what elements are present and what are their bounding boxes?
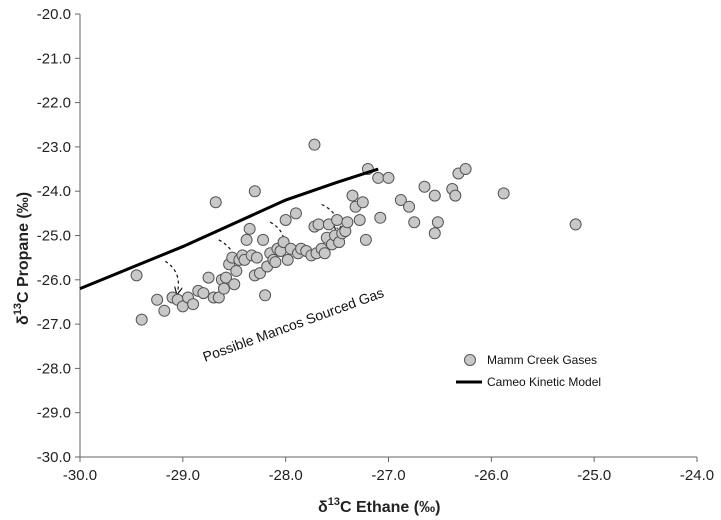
data-point [408,216,421,229]
data-point [382,171,395,184]
data-point [312,218,325,231]
data-point [318,247,331,260]
data-point [569,218,582,231]
annotation-arrow [321,203,338,228]
legend-label-cameo: Cameo Kinetic Model [487,375,601,389]
legend-marker-mamm-creek [464,354,476,366]
data-point [228,278,241,291]
model-line-group [79,167,379,291]
y-tick-label: -21.0 [37,50,71,67]
x-tick-label: -27.0 [371,467,405,484]
data-point [269,256,282,269]
y-tick-label: -22.0 [37,95,71,112]
y-axis-sup: 13 [12,303,24,315]
annotation-text: Possible Mancos Sourced Gas [201,284,386,365]
data-point [158,304,171,317]
x-tick-label: -29.0 [166,467,200,484]
data-point [197,287,210,300]
x-tick-label: -28.0 [269,467,303,484]
x-axis-sup: 13 [328,496,340,508]
x-tick-label: -24.0 [680,467,714,484]
y-tick-label: -26.0 [37,272,71,289]
data-point [151,293,164,306]
data-point [259,289,272,302]
y-tick-label: -20.0 [37,6,71,23]
legend: Mamm Creek Gases Cameo Kinetic Model [456,353,601,389]
data-point [257,233,270,246]
data-point [356,196,369,209]
data-point [209,196,222,209]
data-point [359,233,372,246]
x-tick-labels: -30.0 -29.0 -28.0 -27.0 -26.0 -25.0 -24.0 [63,467,714,484]
data-point [279,213,292,226]
y-axis-delta: δ [15,315,32,325]
data-point [220,271,233,284]
data-point [135,313,148,326]
data-point [449,189,462,202]
y-tick-label: -30.0 [37,449,71,466]
data-point [250,251,263,264]
data-point [248,185,261,198]
model-line [79,167,379,291]
data-point [130,269,143,282]
data-point [459,163,472,176]
x-axis-rest: C Ethane (‰) [340,499,440,516]
y-tick-label: -23.0 [37,139,71,156]
y-tick-label: -27.0 [37,316,71,333]
annotation-arrow [269,221,284,249]
x-axis-title: δ13C Ethane (‰) [318,496,440,516]
y-tick-label: -24.0 [37,183,71,200]
data-point [240,233,253,246]
data-point [346,189,359,202]
y-tick-label: -28.0 [37,360,71,377]
data-point [308,138,321,151]
x-axis-delta: δ [318,499,328,516]
annotation-arrow [165,260,178,291]
data-point [431,216,444,229]
data-point [418,180,431,193]
data-point [374,211,387,224]
axes [75,13,698,462]
data-point [243,222,256,235]
data-point [341,216,354,229]
scatter-points [130,138,582,326]
legend-label-mamm-creek: Mamm Creek Gases [487,353,597,367]
data-point [217,282,230,295]
y-axis-title: δ13C Propane (‰) [12,192,32,325]
data-point [230,264,243,277]
data-point [403,200,416,213]
data-point [372,171,385,184]
y-axis-rest: C Propane (‰) [15,192,32,303]
data-point [187,298,200,311]
data-point [353,213,366,226]
data-point [289,207,302,220]
data-point [394,194,407,207]
data-point [202,271,215,284]
x-tick-label: -26.0 [474,467,508,484]
x-tick-label: -25.0 [577,467,611,484]
data-point [331,213,344,226]
data-point [281,253,294,266]
y-tick-labels: -20.0 -21.0 -22.0 -23.0 -24.0 -25.0 -26.0 -27.0… [37,6,71,466]
data-point [497,187,510,200]
data-point [212,291,225,304]
data-point [428,227,441,240]
data-point [428,189,441,202]
y-tick-label: -25.0 [37,228,71,245]
y-tick-label: -29.0 [37,405,71,422]
x-tick-label: -30.0 [63,467,97,484]
